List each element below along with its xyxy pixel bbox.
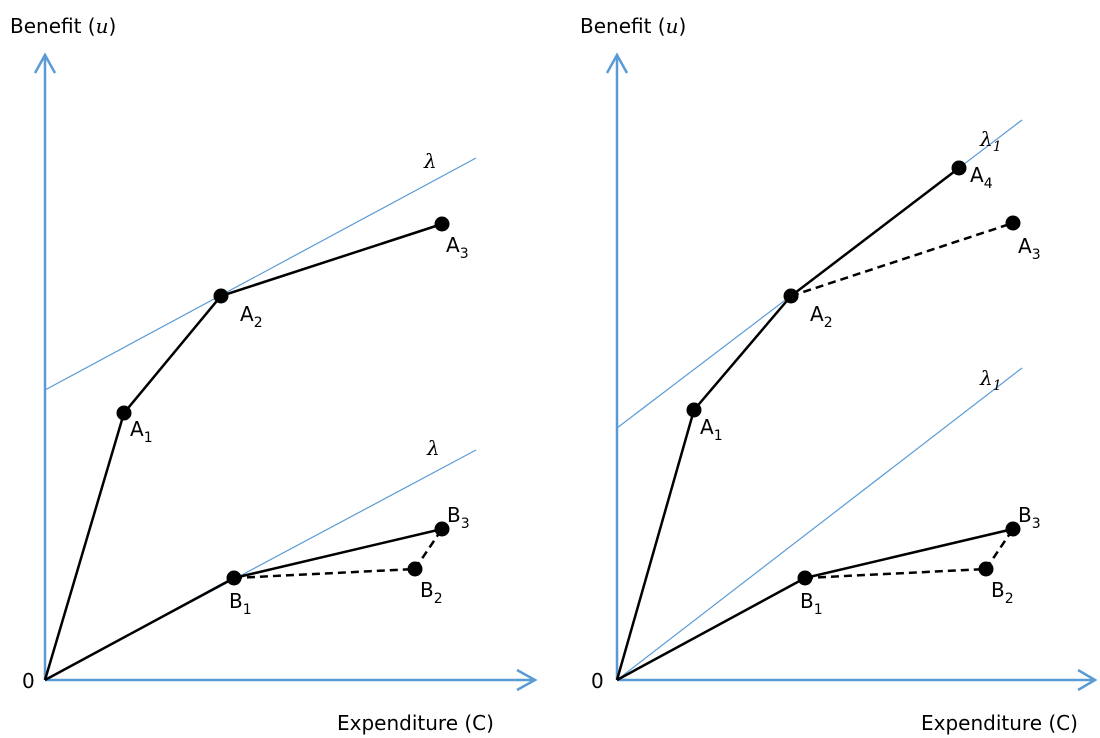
left-panel: Benefit (u) Expenditure (C) 0 λ λ A1 A2 … <box>10 14 538 735</box>
left-b-segment-0-b1 <box>44 576 235 682</box>
right-label-a2: A2 <box>810 302 833 331</box>
left-label-b2: B2 <box>420 578 443 607</box>
right-label-b2: B2 <box>991 578 1014 607</box>
right-point-b2 <box>978 561 994 577</box>
left-label-b1: B1 <box>229 589 252 618</box>
right-point-b1 <box>797 570 813 586</box>
left-y-axis-arrowhead <box>33 52 57 74</box>
right-b-dashed-b1-b2 <box>804 567 987 580</box>
left-point-b2 <box>407 561 423 577</box>
right-b-segment-0-b1 <box>616 576 806 682</box>
left-b-dashed-b1-b2 <box>233 567 416 580</box>
right-lambda-upper-label: λ1 <box>979 127 1002 155</box>
left-lambda-lower-label: λ <box>426 436 440 460</box>
right-label-a3: A3 <box>1018 234 1041 263</box>
left-label-a1: A1 <box>130 417 153 446</box>
left-b-segment-b1-b3 <box>233 527 443 580</box>
right-lambda-lower-label: λ1 <box>979 366 1002 394</box>
right-lambda-lower-line <box>616 367 1023 681</box>
left-point-b3 <box>434 521 450 537</box>
right-point-a1 <box>686 402 702 418</box>
right-point-a2 <box>783 288 799 304</box>
left-a-curve <box>43 222 443 681</box>
right-point-a3 <box>1005 215 1021 231</box>
right-label-b1: B1 <box>800 589 823 618</box>
right-x-axis-label: Expenditure (C) <box>921 711 1078 735</box>
right-label-a1: A1 <box>700 415 723 444</box>
right-panel: Benefit (u) Expenditure (C) 0 λ1 λ1 A1 A… <box>580 14 1098 735</box>
right-point-b3 <box>1005 521 1021 537</box>
left-lambda-upper-label: λ <box>423 149 437 173</box>
left-point-a1 <box>116 405 132 421</box>
right-y-axis-label: Benefit (u) <box>580 14 686 38</box>
right-y-axis-arrowhead <box>605 52 629 74</box>
right-x-axis-arrowhead <box>1077 668 1098 692</box>
left-x-axis-arrowhead <box>516 668 538 692</box>
left-y-axis-label: Benefit (u) <box>10 14 116 38</box>
right-label-b3: B3 <box>1018 503 1041 532</box>
left-x-axis-label: Expenditure (C) <box>337 711 494 735</box>
left-point-b1 <box>226 570 242 586</box>
right-b-dashed-b2-b3 <box>984 528 1015 570</box>
right-a-dashed-a2-a3 <box>790 221 1014 298</box>
left-point-a2 <box>213 288 229 304</box>
right-label-a4: A4 <box>970 163 993 192</box>
left-point-a3 <box>434 216 450 232</box>
left-label-a3: A3 <box>446 233 469 262</box>
left-origin-label: 0 <box>22 669 35 693</box>
right-point-a4 <box>951 160 967 176</box>
right-origin-label: 0 <box>591 669 604 693</box>
left-lambda-upper-line <box>44 157 477 391</box>
left-label-b3: B3 <box>447 503 470 532</box>
right-b-segment-b1-b3 <box>804 527 1014 580</box>
left-label-a2: A2 <box>240 302 263 331</box>
left-b-dashed-b2-b3 <box>413 528 444 570</box>
right-a-curve <box>615 167 960 681</box>
